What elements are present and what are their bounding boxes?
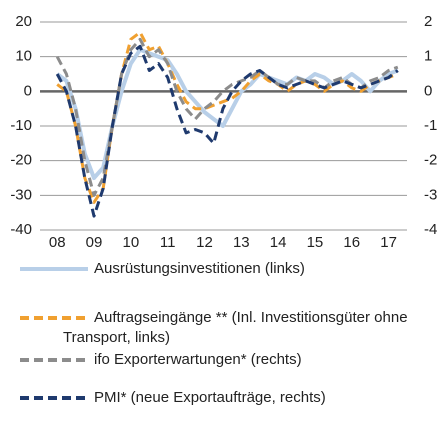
x-tick-label: 08 (49, 234, 66, 250)
y2-tick-label: -2 (424, 152, 437, 169)
legend-swatch (20, 396, 88, 401)
legend-item: Ausrüstungsinvestitionen (links) (18, 259, 442, 279)
x-tick-label: 15 (307, 234, 324, 250)
y-tick-label: -20 (10, 152, 32, 169)
legend-label: Ausrüstungsinvestitionen (links) (94, 260, 305, 277)
legend-swatch (20, 316, 88, 321)
y-tick-label: -40 (10, 221, 32, 238)
x-tick-label: 13 (233, 234, 250, 250)
y-tick-label: 0 (24, 82, 32, 99)
x-tick-label: 12 (196, 234, 213, 250)
y-tick-label: -30 (10, 186, 32, 203)
y2-tick-label: -1 (424, 117, 437, 134)
x-tick-label: 11 (160, 234, 176, 250)
legend-item: ifo Exporterwartungen* (rechts) (18, 350, 442, 370)
y2-tick-label: -3 (424, 186, 437, 203)
legend-swatch (20, 358, 88, 363)
legend-swatch (20, 267, 88, 272)
x-tick-label: 17 (380, 234, 397, 250)
x-tick-label: 10 (123, 234, 140, 250)
series-line (55, 44, 399, 218)
series-line (55, 37, 399, 197)
x-tick-label: 16 (343, 234, 360, 250)
x-tick-label: 09 (86, 234, 103, 250)
y-tick-label: -10 (10, 117, 32, 134)
y-tick-label: 20 (15, 13, 32, 30)
y-tick-label: 10 (15, 48, 32, 65)
y2-tick-label: 1 (424, 48, 432, 65)
y2-tick-label: 0 (424, 82, 432, 99)
legend-item: Auftragseingänge ** (Inl. Investitionsgü… (18, 308, 442, 348)
legend-item: PMI* (neue Exportaufträge, rechts) (18, 388, 442, 408)
legend-label: PMI* (neue Exportaufträge, rechts) (94, 389, 326, 406)
x-tick-label: 14 (270, 234, 287, 250)
y2-tick-label: 2 (424, 13, 432, 30)
legend-label: Auftragseingänge ** (Inl. Investitionsgü… (63, 309, 408, 346)
y2-tick-label: -4 (424, 221, 437, 238)
legend-label: ifo Exporterwartungen* (rechts) (94, 351, 302, 368)
